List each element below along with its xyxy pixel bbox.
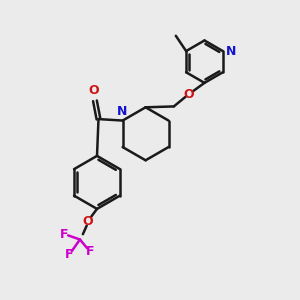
Text: F: F <box>86 245 94 258</box>
Text: F: F <box>60 228 69 241</box>
Text: N: N <box>226 45 237 58</box>
Text: F: F <box>64 248 73 261</box>
Text: O: O <box>83 215 94 228</box>
Text: N: N <box>117 105 127 118</box>
Text: O: O <box>184 88 194 100</box>
Text: O: O <box>88 84 99 97</box>
